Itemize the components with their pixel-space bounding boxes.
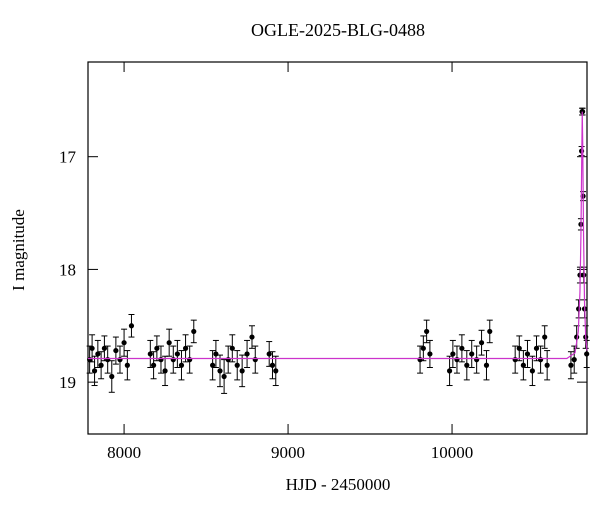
data-point xyxy=(464,362,470,368)
data-point xyxy=(101,345,107,351)
data-point xyxy=(170,357,176,363)
data-point xyxy=(95,351,101,357)
data-point xyxy=(117,357,123,363)
x-tick-label: 9000 xyxy=(271,443,305,462)
model-curve xyxy=(88,111,588,360)
data-point xyxy=(239,368,245,374)
data-point xyxy=(109,373,115,380)
data-point xyxy=(154,345,160,351)
data-point xyxy=(459,345,465,351)
data-point xyxy=(417,357,423,363)
data-point xyxy=(483,362,490,368)
data-point xyxy=(191,328,197,335)
data-point xyxy=(244,351,250,357)
data-point xyxy=(568,362,574,368)
x-axis-label: HJD - 2450000 xyxy=(286,475,391,494)
data-point xyxy=(252,357,258,363)
data-point xyxy=(420,345,426,351)
data-point xyxy=(427,351,433,357)
data-point xyxy=(469,351,475,357)
x-tick-label: 10000 xyxy=(431,443,474,462)
data-point xyxy=(124,362,130,368)
data-point xyxy=(512,357,518,363)
data-point xyxy=(520,362,526,368)
data-point xyxy=(487,328,493,335)
data-point xyxy=(454,357,460,363)
data-point xyxy=(450,351,456,357)
data-point xyxy=(424,328,430,335)
y-tick-label: 17 xyxy=(59,148,77,167)
data-point xyxy=(187,357,193,363)
data-point xyxy=(91,368,98,374)
data-point xyxy=(113,347,119,354)
y-tick-label: 19 xyxy=(59,373,76,392)
data-point xyxy=(182,345,189,351)
data-point xyxy=(98,362,104,368)
data-point xyxy=(178,362,185,368)
plot-frame xyxy=(87,61,588,435)
data-point xyxy=(576,306,582,312)
data-point xyxy=(533,345,540,351)
data-point xyxy=(89,345,95,351)
y-tick-label: 18 xyxy=(59,260,76,279)
data-point xyxy=(537,357,544,363)
y-axis-label: I magnitude xyxy=(9,209,28,291)
data-point xyxy=(150,362,157,368)
data-point xyxy=(105,357,111,363)
data-point xyxy=(166,340,172,346)
data-point xyxy=(273,368,279,374)
data-point xyxy=(210,362,216,368)
data-point xyxy=(524,351,531,357)
data-point xyxy=(249,334,255,340)
x-tick-label: 8000 xyxy=(107,443,141,462)
chart-title: OGLE-2025-BLG-0488 xyxy=(251,20,425,40)
data-point xyxy=(474,357,480,363)
data-point xyxy=(478,340,485,346)
data-point xyxy=(174,351,180,357)
data-point xyxy=(584,351,590,357)
data-point xyxy=(269,362,276,368)
data-point xyxy=(516,345,522,351)
data-point xyxy=(217,368,223,374)
data-point xyxy=(266,351,272,357)
data-point xyxy=(213,351,219,357)
data-point xyxy=(529,368,535,374)
data-point xyxy=(162,368,168,374)
data-point xyxy=(221,373,227,380)
data-point xyxy=(121,340,127,346)
data-point xyxy=(128,323,135,329)
data-point xyxy=(147,351,153,357)
data-point xyxy=(446,368,453,374)
data-point xyxy=(234,362,240,368)
data-point xyxy=(571,357,577,363)
data-point xyxy=(229,345,235,351)
data-point xyxy=(158,357,164,363)
data-point xyxy=(544,362,550,368)
data-point xyxy=(542,334,548,340)
